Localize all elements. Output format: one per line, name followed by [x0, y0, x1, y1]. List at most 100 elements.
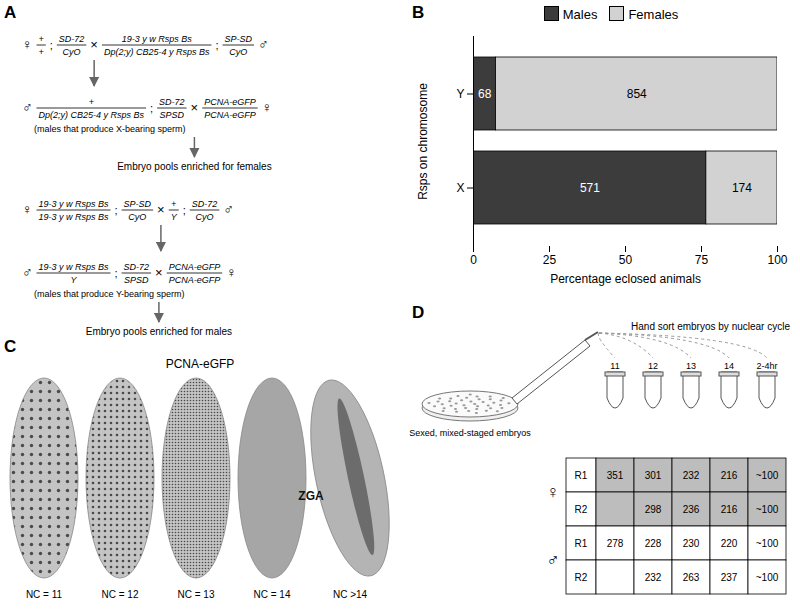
- svg-text:;: ;: [183, 204, 186, 216]
- svg-text:Rsps on chromosome: Rsps on chromosome: [416, 83, 430, 200]
- svg-text:~100: ~100: [756, 572, 779, 583]
- svg-text:68: 68: [478, 87, 492, 101]
- svg-text:CyO: CyO: [128, 212, 146, 222]
- svg-text:SD-72: SD-72: [59, 34, 85, 44]
- svg-text:×: ×: [157, 202, 165, 217]
- svg-text:ZGA: ZGA: [298, 489, 324, 503]
- svg-text:;: ;: [115, 267, 118, 279]
- svg-text:B: B: [412, 3, 424, 22]
- svg-text:SD-72: SD-72: [192, 199, 218, 209]
- svg-text:Sexed, mixed-staged embryos: Sexed, mixed-staged embryos: [409, 428, 531, 438]
- svg-text:SD-72: SD-72: [124, 262, 150, 272]
- svg-text:PCNA-eGFP: PCNA-eGFP: [169, 262, 221, 272]
- svg-text:237: 237: [721, 572, 738, 583]
- svg-text:Y: Y: [456, 87, 464, 101]
- svg-text:R2: R2: [575, 504, 588, 515]
- svg-text:♂: ♂: [546, 550, 560, 570]
- svg-text:;: ;: [150, 102, 153, 114]
- svg-text:232: 232: [683, 470, 700, 481]
- svg-text:Hand sort embryos by nuclear c: Hand sort embryos by nuclear cycle: [631, 321, 790, 332]
- svg-text:19-3 y w Rsps Bs: 19-3 y w Rsps Bs: [39, 262, 110, 272]
- svg-text:PCNA-eGFP: PCNA-eGFP: [169, 275, 221, 285]
- svg-text:236: 236: [683, 504, 700, 515]
- svg-text:Dp(2;y) CB25-4 y Rsps Bs: Dp(2;y) CB25-4 y Rsps Bs: [39, 110, 145, 120]
- svg-text:228: 228: [645, 538, 662, 549]
- svg-text:75: 75: [695, 253, 709, 267]
- svg-text:Percentage eclosed animals: Percentage eclosed animals: [550, 272, 701, 286]
- svg-text:♀: ♀: [262, 99, 273, 115]
- svg-text:SP-SD: SP-SD: [225, 34, 253, 44]
- svg-text:230: 230: [683, 538, 700, 549]
- svg-text:CyO: CyO: [63, 47, 81, 57]
- svg-text:×: ×: [191, 100, 199, 115]
- svg-text:12: 12: [648, 361, 658, 371]
- svg-text:♀: ♀: [226, 264, 237, 280]
- svg-text:0: 0: [470, 253, 477, 267]
- svg-text:R1: R1: [575, 470, 588, 481]
- svg-text:351: 351: [607, 470, 624, 481]
- svg-text:NC = 12: NC = 12: [102, 589, 139, 600]
- svg-text:~100: ~100: [756, 538, 779, 549]
- svg-text:D: D: [412, 303, 424, 322]
- svg-text:298: 298: [645, 504, 662, 515]
- svg-text:~100: ~100: [756, 470, 779, 481]
- svg-text:25: 25: [543, 253, 557, 267]
- svg-text:NC = 14: NC = 14: [254, 589, 291, 600]
- svg-text:X: X: [456, 181, 464, 195]
- svg-text:♀: ♀: [22, 36, 33, 52]
- svg-text:13: 13: [686, 361, 696, 371]
- svg-text:+: +: [39, 47, 44, 57]
- svg-text:NC = 11: NC = 11: [26, 589, 63, 600]
- svg-text:2-4hr: 2-4hr: [756, 361, 777, 371]
- svg-text:Y: Y: [71, 275, 78, 285]
- svg-text:216: 216: [721, 504, 738, 515]
- svg-text:♂: ♂: [22, 99, 33, 115]
- svg-text:A: A: [4, 3, 16, 22]
- svg-text:SPSD: SPSD: [124, 275, 149, 285]
- svg-text:278: 278: [607, 538, 624, 549]
- svg-text:854: 854: [627, 87, 647, 101]
- svg-text:+: +: [39, 34, 44, 44]
- svg-text:×: ×: [155, 265, 163, 280]
- svg-text:Dp(2;y) CB25-4 y Rsps Bs: Dp(2;y) CB25-4 y Rsps Bs: [104, 47, 210, 57]
- svg-text:SD-72: SD-72: [159, 97, 185, 107]
- svg-text:;: ;: [50, 39, 53, 51]
- svg-text:174: 174: [732, 181, 752, 195]
- svg-text:232: 232: [645, 572, 662, 583]
- svg-text:263: 263: [683, 572, 700, 583]
- svg-text:19-3 y w Rsps Bs: 19-3 y w Rsps Bs: [39, 212, 110, 222]
- svg-text:;: ;: [115, 204, 118, 216]
- svg-text:Embryo pools enriched for male: Embryo pools enriched for males: [86, 326, 232, 337]
- svg-text:19-3 y w Rsps Bs: 19-3 y w Rsps Bs: [39, 199, 110, 209]
- svg-text:C: C: [4, 337, 16, 356]
- svg-text:CyO: CyO: [229, 47, 247, 57]
- svg-text:R2: R2: [575, 572, 588, 583]
- svg-text:♀: ♀: [546, 482, 560, 502]
- svg-text:♂: ♂: [223, 201, 234, 217]
- svg-text:;: ;: [215, 39, 218, 51]
- svg-text:11: 11: [610, 361, 619, 371]
- svg-text:Embryo pools enriched for fema: Embryo pools enriched for females: [117, 161, 272, 172]
- svg-text:(males that produce Y-bearing: (males that produce Y-bearing sperm): [34, 289, 185, 299]
- svg-text:SP-SD: SP-SD: [124, 199, 152, 209]
- svg-text:SPSD: SPSD: [160, 110, 185, 120]
- svg-text:19-3 y w Rsps Bs: 19-3 y w Rsps Bs: [122, 34, 193, 44]
- svg-text:♂: ♂: [22, 264, 33, 280]
- svg-text:(males that produce X-bearing: (males that produce X-bearing sperm): [34, 124, 186, 134]
- svg-text:NC >14: NC >14: [333, 589, 368, 600]
- svg-text:PCNA-eGFP: PCNA-eGFP: [166, 357, 235, 371]
- svg-text:R1: R1: [575, 538, 588, 549]
- svg-text:NC = 13: NC = 13: [178, 589, 215, 600]
- svg-text:220: 220: [721, 538, 738, 549]
- svg-text:~100: ~100: [756, 504, 779, 515]
- svg-text:14: 14: [724, 361, 734, 371]
- svg-text:571: 571: [580, 181, 600, 195]
- svg-text:Y: Y: [171, 212, 178, 222]
- svg-text:♂: ♂: [258, 36, 269, 52]
- svg-text:×: ×: [90, 37, 98, 52]
- svg-text:CyO: CyO: [196, 212, 214, 222]
- svg-text:100: 100: [767, 253, 787, 267]
- svg-text:+: +: [89, 97, 94, 107]
- svg-text:♀: ♀: [22, 201, 33, 217]
- svg-text:216: 216: [721, 470, 738, 481]
